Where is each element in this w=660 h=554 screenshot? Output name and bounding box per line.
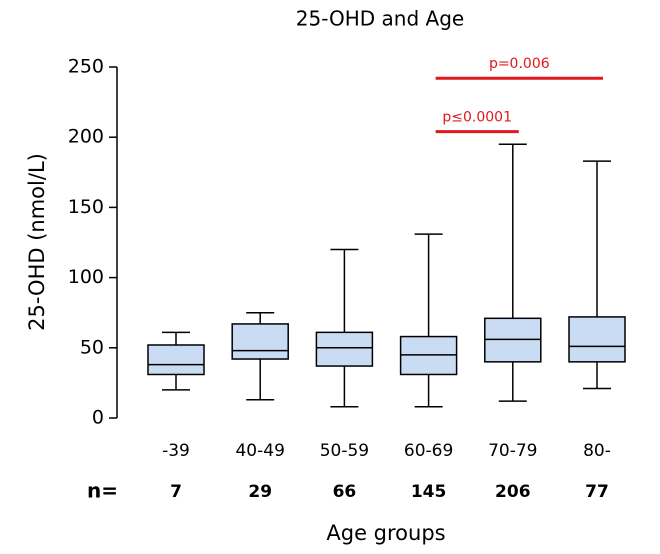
significance-label: p=0.006 [489,56,550,72]
y-tick-label: 150 [68,196,104,218]
x-tick-label: 80- [583,441,611,461]
x-tick-label: 70-79 [488,441,537,461]
n-label: n= [87,479,118,503]
n-count: 66 [333,482,357,502]
n-count: 206 [495,482,531,502]
x-axis-label: Age groups [326,521,445,545]
y-tick-label: 100 [68,266,104,288]
x-tick-label: -39 [162,441,190,461]
n-count: 29 [248,482,272,502]
box [231,323,289,360]
significance-label: p≤0.0001 [442,110,512,126]
n-count: 145 [411,482,447,502]
y-tick-label: 250 [68,56,104,78]
x-tick-label: 60-69 [404,441,453,461]
x-tick-label: 40-49 [235,441,284,461]
y-tick-label: 0 [92,407,104,429]
box [568,316,626,363]
box [147,344,205,376]
chart-title: 25-OHD and Age [296,7,464,31]
n-count: 77 [585,482,609,502]
n-count: 7 [170,482,182,502]
box [315,331,374,367]
x-tick-label: 50-59 [320,441,369,461]
y-tick-label: 50 [80,336,104,358]
y-tick-label: 200 [68,126,104,148]
y-axis-label: 25-OHD (nmol/L) [25,153,49,331]
